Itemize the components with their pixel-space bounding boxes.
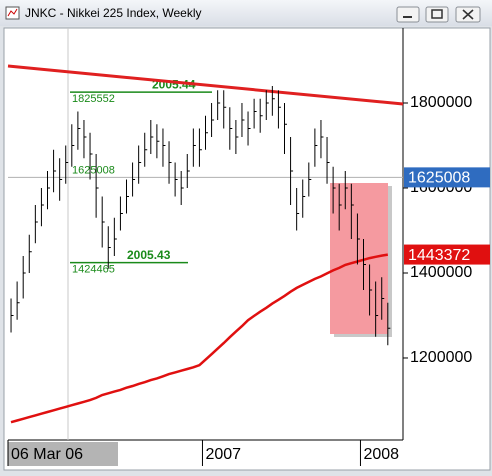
x-tick-label: 2008	[363, 446, 399, 463]
window-icon-glyph	[7, 8, 18, 17]
x-tick-label: 2007	[205, 446, 241, 463]
window-buttons[interactable]	[396, 6, 481, 23]
trendline	[7, 64, 404, 106]
close-glyph	[462, 9, 474, 20]
level-label: 1424465	[72, 263, 115, 275]
y-tick-label: 1400000	[410, 264, 472, 281]
y-tick-label: 1800000	[410, 94, 472, 111]
level-label: 1625008	[72, 164, 115, 176]
minimize-button[interactable]	[396, 6, 420, 23]
ma-marker	[404, 244, 490, 265]
ma-marker-label: 1443372	[408, 247, 470, 264]
level-label: 1825552	[72, 93, 115, 105]
moving-average-line	[10, 253, 389, 424]
date-cursor-box	[8, 442, 118, 466]
price-marker	[404, 167, 490, 188]
y-tick-label: 1200000	[410, 349, 472, 366]
x-tick-label: 06 Mar 06	[11, 446, 83, 463]
window-title: JNKC - Nikkei 225 Index, Weekly	[25, 6, 202, 20]
maximize-glyph	[431, 9, 443, 19]
level-ratio-label: 2005.43	[127, 248, 171, 262]
price-marker-label: 1625008	[408, 170, 470, 187]
